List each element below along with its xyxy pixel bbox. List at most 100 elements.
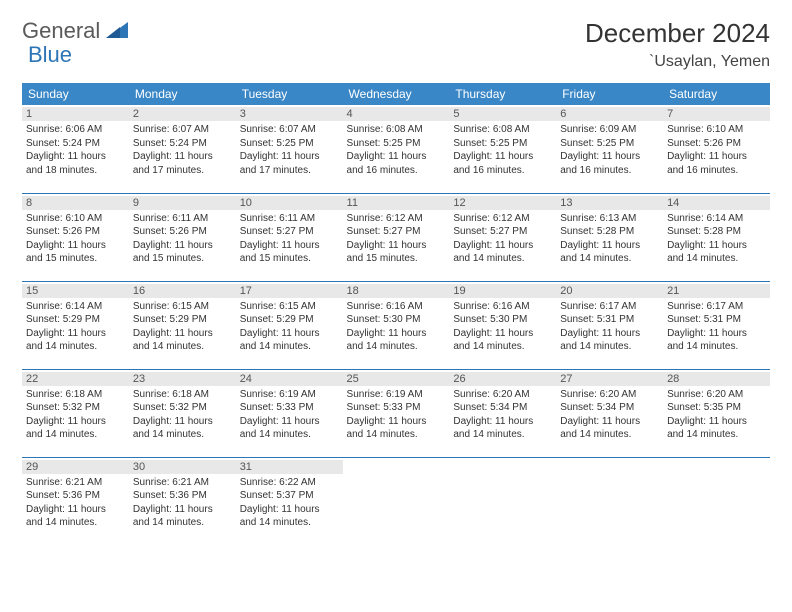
- day-number: 14: [663, 196, 770, 210]
- calendar-cell: 6 Sunrise: 6:09 AMSunset: 5:25 PMDaylight…: [556, 105, 663, 193]
- day-number: 2: [129, 107, 236, 121]
- calendar-row: 8 Sunrise: 6:10 AMSunset: 5:26 PMDaylight…: [22, 193, 770, 281]
- day-number: 5: [449, 107, 556, 121]
- day-details: Sunrise: 6:11 AMSunset: 5:27 PMDaylight:…: [240, 212, 339, 266]
- day-number: 31: [236, 460, 343, 474]
- weekday-header: Sunday: [22, 83, 129, 105]
- day-number: 9: [129, 196, 236, 210]
- day-details: Sunrise: 6:08 AMSunset: 5:25 PMDaylight:…: [453, 123, 552, 177]
- calendar-cell: 31 Sunrise: 6:22 AMSunset: 5:37 PMDayligh…: [236, 457, 343, 545]
- day-details: Sunrise: 6:11 AMSunset: 5:26 PMDaylight:…: [133, 212, 232, 266]
- month-title: December 2024: [585, 18, 770, 49]
- logo-blue-wrap: Blue: [28, 42, 72, 68]
- calendar-cell: 26 Sunrise: 6:20 AMSunset: 5:34 PMDayligh…: [449, 369, 556, 457]
- day-details: Sunrise: 6:07 AMSunset: 5:24 PMDaylight:…: [133, 123, 232, 177]
- weekday-header: Wednesday: [343, 83, 450, 105]
- day-details: Sunrise: 6:07 AMSunset: 5:25 PMDaylight:…: [240, 123, 339, 177]
- calendar-cell: 3 Sunrise: 6:07 AMSunset: 5:25 PMDaylight…: [236, 105, 343, 193]
- day-details: Sunrise: 6:16 AMSunset: 5:30 PMDaylight:…: [347, 300, 446, 354]
- day-number: 7: [663, 107, 770, 121]
- day-number: 24: [236, 372, 343, 386]
- day-number: 30: [129, 460, 236, 474]
- weekday-header: Friday: [556, 83, 663, 105]
- day-details: Sunrise: 6:16 AMSunset: 5:30 PMDaylight:…: [453, 300, 552, 354]
- day-details: Sunrise: 6:17 AMSunset: 5:31 PMDaylight:…: [560, 300, 659, 354]
- calendar-cell: 7 Sunrise: 6:10 AMSunset: 5:26 PMDaylight…: [663, 105, 770, 193]
- day-number: 23: [129, 372, 236, 386]
- calendar-table: Sunday Monday Tuesday Wednesday Thursday…: [22, 83, 770, 545]
- calendar-cell: 30 Sunrise: 6:21 AMSunset: 5:36 PMDayligh…: [129, 457, 236, 545]
- day-details: Sunrise: 6:20 AMSunset: 5:34 PMDaylight:…: [453, 388, 552, 442]
- calendar-cell: 29 Sunrise: 6:21 AMSunset: 5:36 PMDayligh…: [22, 457, 129, 545]
- calendar-row: 15Sunrise: 6:14 AMSunset: 5:29 PMDayligh…: [22, 281, 770, 369]
- day-number: 16: [129, 284, 236, 298]
- day-number: 8: [22, 196, 129, 210]
- day-details: Sunrise: 6:21 AMSunset: 5:36 PMDaylight:…: [133, 476, 232, 530]
- day-number: 22: [22, 372, 129, 386]
- day-details: Sunrise: 6:10 AMSunset: 5:26 PMDaylight:…: [26, 212, 125, 266]
- day-details: Sunrise: 6:18 AMSunset: 5:32 PMDaylight:…: [133, 388, 232, 442]
- day-details: Sunrise: 6:12 AMSunset: 5:27 PMDaylight:…: [347, 212, 446, 266]
- calendar-cell: 2 Sunrise: 6:07 AMSunset: 5:24 PMDaylight…: [129, 105, 236, 193]
- day-details: Sunrise: 6:20 AMSunset: 5:34 PMDaylight:…: [560, 388, 659, 442]
- calendar-cell: 5 Sunrise: 6:08 AMSunset: 5:25 PMDaylight…: [449, 105, 556, 193]
- day-details: Sunrise: 6:19 AMSunset: 5:33 PMDaylight:…: [240, 388, 339, 442]
- calendar-cell: 11 Sunrise: 6:12 AMSunset: 5:27 PMDayligh…: [343, 193, 450, 281]
- day-number: 1: [22, 107, 129, 121]
- logo-text-blue: Blue: [28, 42, 72, 67]
- day-details: Sunrise: 6:13 AMSunset: 5:28 PMDaylight:…: [560, 212, 659, 266]
- day-number: 6: [556, 107, 663, 121]
- day-details: Sunrise: 6:21 AMSunset: 5:36 PMDaylight:…: [26, 476, 125, 530]
- day-details: Sunrise: 6:06 AMSunset: 5:24 PMDaylight:…: [26, 123, 125, 177]
- weekday-header: Monday: [129, 83, 236, 105]
- title-block: December 2024 `Usaylan, Yemen: [585, 18, 770, 71]
- day-details: Sunrise: 6:22 AMSunset: 5:37 PMDaylight:…: [240, 476, 339, 530]
- calendar-cell: [663, 457, 770, 545]
- day-number: 19: [449, 284, 556, 298]
- calendar-cell: 4 Sunrise: 6:08 AMSunset: 5:25 PMDaylight…: [343, 105, 450, 193]
- day-number: 10: [236, 196, 343, 210]
- calendar-cell: 16 Sunrise: 6:15 AMSunset: 5:29 PMDayligh…: [129, 281, 236, 369]
- calendar-cell: 25Sunrise: 6:19 AMSunset: 5:33 PMDayligh…: [343, 369, 450, 457]
- day-details: Sunrise: 6:20 AMSunset: 5:35 PMDaylight:…: [667, 388, 766, 442]
- day-number: 26: [449, 372, 556, 386]
- day-details: Sunrise: 6:09 AMSunset: 5:25 PMDaylight:…: [560, 123, 659, 177]
- day-details: Sunrise: 6:14 AMSunset: 5:28 PMDaylight:…: [667, 212, 766, 266]
- day-details: Sunrise: 6:15 AMSunset: 5:29 PMDaylight:…: [133, 300, 232, 354]
- calendar-cell: 15Sunrise: 6:14 AMSunset: 5:29 PMDayligh…: [22, 281, 129, 369]
- calendar-cell: 22Sunrise: 6:18 AMSunset: 5:32 PMDayligh…: [22, 369, 129, 457]
- day-number: 28: [663, 372, 770, 386]
- day-details: Sunrise: 6:17 AMSunset: 5:31 PMDaylight:…: [667, 300, 766, 354]
- logo-triangle-icon: [106, 22, 128, 43]
- day-number: 18: [343, 284, 450, 298]
- weekday-header-row: Sunday Monday Tuesday Wednesday Thursday…: [22, 83, 770, 105]
- calendar-cell: 9 Sunrise: 6:11 AMSunset: 5:26 PMDaylight…: [129, 193, 236, 281]
- calendar-cell: 20 Sunrise: 6:17 AMSunset: 5:31 PMDayligh…: [556, 281, 663, 369]
- header: General December 2024 `Usaylan, Yemen: [22, 18, 770, 71]
- day-number: 29: [22, 460, 129, 474]
- calendar-row: 1 Sunrise: 6:06 AMSunset: 5:24 PMDaylight…: [22, 105, 770, 193]
- calendar-cell: [556, 457, 663, 545]
- day-number: 17: [236, 284, 343, 298]
- calendar-cell: [343, 457, 450, 545]
- calendar-cell: [449, 457, 556, 545]
- day-details: Sunrise: 6:15 AMSunset: 5:29 PMDaylight:…: [240, 300, 339, 354]
- calendar-cell: 1 Sunrise: 6:06 AMSunset: 5:24 PMDaylight…: [22, 105, 129, 193]
- calendar-row: 29 Sunrise: 6:21 AMSunset: 5:36 PMDayligh…: [22, 457, 770, 545]
- day-number: 4: [343, 107, 450, 121]
- day-number: 27: [556, 372, 663, 386]
- calendar-cell: 24 Sunrise: 6:19 AMSunset: 5:33 PMDayligh…: [236, 369, 343, 457]
- day-number: 20: [556, 284, 663, 298]
- day-number: 11: [343, 196, 450, 210]
- calendar-cell: 19 Sunrise: 6:16 AMSunset: 5:30 PMDayligh…: [449, 281, 556, 369]
- weekday-header: Tuesday: [236, 83, 343, 105]
- calendar-cell: 13Sunrise: 6:13 AMSunset: 5:28 PMDayligh…: [556, 193, 663, 281]
- day-number: 15: [22, 284, 129, 298]
- day-details: Sunrise: 6:10 AMSunset: 5:26 PMDaylight:…: [667, 123, 766, 177]
- day-details: Sunrise: 6:08 AMSunset: 5:25 PMDaylight:…: [347, 123, 446, 177]
- calendar-cell: 8 Sunrise: 6:10 AMSunset: 5:26 PMDaylight…: [22, 193, 129, 281]
- day-details: Sunrise: 6:12 AMSunset: 5:27 PMDaylight:…: [453, 212, 552, 266]
- day-number: 3: [236, 107, 343, 121]
- calendar-cell: 28 Sunrise: 6:20 AMSunset: 5:35 PMDayligh…: [663, 369, 770, 457]
- calendar-cell: 14 Sunrise: 6:14 AMSunset: 5:28 PMDayligh…: [663, 193, 770, 281]
